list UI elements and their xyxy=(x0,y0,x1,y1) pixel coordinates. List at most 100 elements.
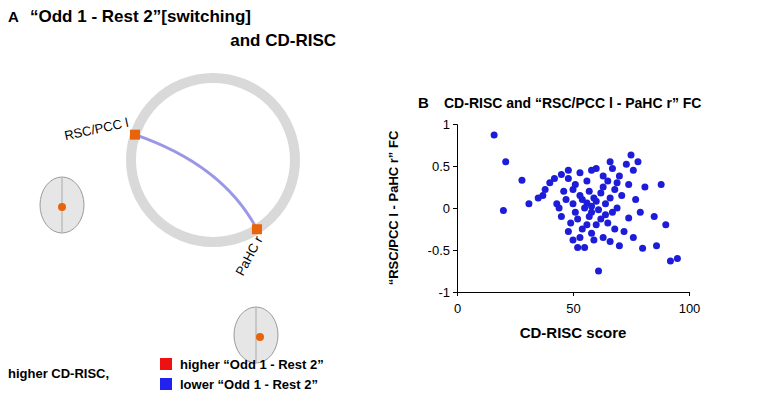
panel-label: B xyxy=(418,94,429,111)
brain-icon xyxy=(40,177,84,233)
point xyxy=(595,268,602,275)
point xyxy=(639,245,646,252)
point xyxy=(674,255,681,262)
point xyxy=(576,169,583,176)
legend-label: higher “Odd 1 - Rest 2” xyxy=(180,357,324,372)
point xyxy=(651,213,658,220)
points xyxy=(491,131,681,274)
point xyxy=(658,181,665,188)
point xyxy=(607,238,614,245)
brain-icon xyxy=(234,307,278,363)
point xyxy=(607,158,614,165)
point xyxy=(611,226,618,233)
point xyxy=(574,215,581,222)
point xyxy=(625,215,632,222)
brain xyxy=(40,177,84,233)
point xyxy=(565,175,572,182)
point xyxy=(600,234,607,241)
point xyxy=(586,188,593,195)
figure: A“Odd 1 - Rest 2”[switching]and CD-RISCR… xyxy=(0,0,765,395)
y-axis: -1 -0.5 0 0.5 1 xyxy=(428,117,458,300)
tick-label: 0 xyxy=(454,301,461,316)
chart-title: CD-RISC and “RSC/PCC l - PaHC r” FC xyxy=(444,95,701,111)
point xyxy=(590,236,597,243)
axis-line xyxy=(458,293,690,297)
point xyxy=(593,221,600,228)
point xyxy=(542,186,549,193)
tick-label: 0 xyxy=(443,201,450,216)
point xyxy=(565,167,572,174)
brain-dot xyxy=(256,333,264,341)
brain-fissure xyxy=(256,308,257,362)
point xyxy=(563,196,570,203)
point xyxy=(558,213,565,220)
point xyxy=(602,211,609,218)
point xyxy=(518,177,525,184)
tick: 100 xyxy=(679,292,701,316)
tick-mark xyxy=(573,292,574,296)
tick: 0.5 xyxy=(432,159,457,174)
tick-mark xyxy=(453,208,457,209)
panel-a: A“Odd 1 - Rest 2”[switching]and CD-RISCR… xyxy=(8,7,336,392)
tick-mark xyxy=(689,292,690,296)
point xyxy=(588,167,595,174)
point xyxy=(621,228,628,235)
node-label: RSC/PCC l xyxy=(63,115,130,143)
point xyxy=(607,194,614,201)
tick: 1 xyxy=(443,117,457,132)
point xyxy=(625,181,632,188)
legend-label: lower “Odd 1 - Rest 2” xyxy=(180,377,318,392)
point xyxy=(618,192,625,199)
point xyxy=(600,173,607,180)
x-axis: 0 50 100 xyxy=(454,292,700,316)
legend-swatch xyxy=(160,378,172,390)
tick-mark xyxy=(453,166,457,167)
tick: -1 xyxy=(438,285,457,300)
tick-label: 100 xyxy=(679,301,701,316)
tick: -0.5 xyxy=(428,243,457,258)
point xyxy=(570,200,577,207)
axis-line xyxy=(453,125,458,293)
point xyxy=(500,207,507,214)
tick-mark xyxy=(453,250,457,251)
tick: 50 xyxy=(566,292,580,316)
point xyxy=(574,244,581,251)
tick-label: 1 xyxy=(443,117,450,132)
point xyxy=(593,198,600,205)
point xyxy=(583,221,590,228)
tick-label: 0.5 xyxy=(432,159,450,174)
point xyxy=(637,209,644,216)
node xyxy=(252,224,262,234)
point xyxy=(614,179,621,186)
point xyxy=(558,171,565,178)
panel-label: A xyxy=(8,8,19,25)
point xyxy=(502,158,509,165)
point xyxy=(630,234,637,241)
panel-title: “Odd 1 - Rest 2”[switching] xyxy=(30,7,251,26)
point xyxy=(630,167,637,174)
tick-mark xyxy=(453,124,457,125)
point xyxy=(609,165,616,172)
point xyxy=(604,220,611,227)
point xyxy=(560,188,567,195)
point xyxy=(616,173,623,180)
point xyxy=(641,184,648,191)
brain xyxy=(234,307,278,363)
brain-dot xyxy=(58,203,66,211)
tick: 0 xyxy=(443,201,457,216)
legend-title: higher CD-RISC, xyxy=(8,366,109,381)
point xyxy=(570,236,577,243)
node xyxy=(130,130,140,140)
point xyxy=(632,196,639,203)
point xyxy=(628,152,635,159)
point xyxy=(623,161,630,168)
tick-label: -1 xyxy=(438,285,450,300)
node-label: PaHC r xyxy=(232,233,266,278)
x-axis-title: CD-RISC score xyxy=(520,324,627,341)
point xyxy=(556,205,563,212)
point xyxy=(653,242,660,249)
y-axis-title: “RSC/PCC l - PaHC r” FC xyxy=(386,130,401,285)
point xyxy=(576,234,583,241)
point xyxy=(611,186,618,193)
point xyxy=(600,184,607,191)
